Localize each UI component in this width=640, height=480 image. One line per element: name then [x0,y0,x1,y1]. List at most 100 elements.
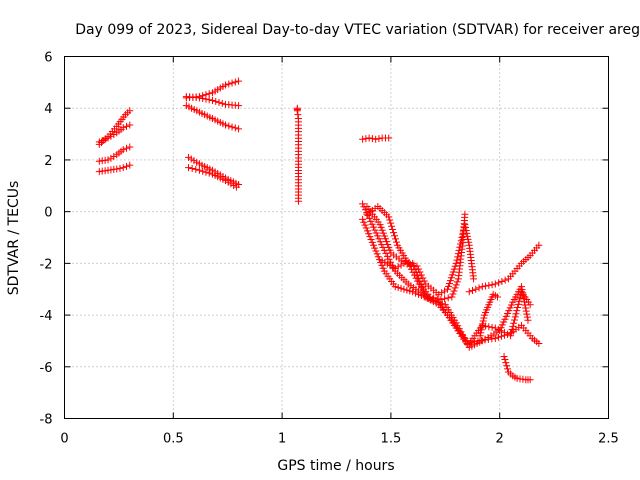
data-point [421,290,429,298]
data-point [515,297,523,305]
data-point [443,285,451,293]
data-point [387,219,395,227]
data-point [205,96,213,104]
data-point [462,226,470,234]
data-point [479,317,487,325]
data-point [416,268,424,276]
data-point [444,294,452,302]
data-point [359,215,367,223]
data-point [384,240,392,248]
data-point [464,235,472,243]
data-point [510,316,518,324]
data-point [386,216,394,224]
data-point [420,277,428,285]
data-point [361,206,369,214]
data-point [487,332,495,340]
data-point [513,307,521,315]
series-seg10 [293,104,302,205]
data-point [235,125,243,133]
data-points [95,77,543,384]
data-point [222,81,230,89]
data-point [445,279,453,287]
x-tick-labels: 0 0.5 1 1.5 2 2.5 [60,432,618,447]
data-point [397,261,405,269]
data-point [195,166,203,174]
data-point [507,329,515,337]
data-point [452,259,460,267]
data-point [441,287,449,295]
data-point [488,335,496,343]
data-point [205,90,213,98]
data-point [522,304,530,312]
data-point [391,265,399,273]
y-tick-label: 0 [44,206,52,221]
data-point [500,352,508,360]
data-point [472,285,480,293]
data-point [381,235,389,243]
data-point [368,220,376,228]
series-seg16 [378,221,478,298]
data-point [508,325,516,333]
data-point [414,265,422,273]
y-axis-label: SDTVAR / TECUs [6,181,22,296]
data-point [411,265,419,273]
data-point [417,281,425,289]
data-point [457,237,465,245]
data-point [386,246,394,254]
data-point [413,262,421,270]
y-tick-label: -4 [40,309,53,324]
series-seg03 [95,143,134,165]
data-point [232,183,240,191]
data-point [362,224,370,232]
data-point [362,135,370,143]
data-point [367,217,375,225]
series-seg19 [500,352,534,384]
data-point [498,277,506,285]
data-point [476,332,484,340]
data-point [126,107,134,115]
data-point [500,318,508,326]
data-point [397,284,405,292]
data-point [218,99,226,107]
data-point [470,275,478,283]
data-point [400,259,408,267]
data-point [212,97,220,105]
data-point [208,96,216,104]
data-point [418,284,426,292]
data-point [477,336,485,344]
grid-lines [64,56,609,419]
data-point [504,365,512,373]
data-point [394,263,402,271]
data-point [494,333,502,341]
data-point [126,161,134,169]
data-point [465,238,473,246]
data-point [379,229,387,237]
data-point [461,221,469,229]
data-point [415,275,423,283]
data-point [437,296,445,304]
data-point [502,359,510,367]
data-point [394,283,402,291]
data-point [192,165,200,173]
data-point [294,111,302,119]
data-point [419,287,427,295]
series-seg06 [182,93,243,110]
data-point [98,137,106,145]
data-point [363,227,371,235]
data-point [450,265,458,273]
data-point [458,234,466,241]
data-point [456,243,464,251]
data-point [380,232,388,240]
data-point [454,253,462,261]
data-point [383,238,391,246]
data-point [294,197,302,205]
data-point [494,326,502,334]
data-point [215,98,223,106]
data-point [366,233,374,241]
data-point [454,250,462,258]
data-point [480,314,488,322]
data-point [526,301,534,309]
data-point [478,337,486,345]
data-point [412,269,420,277]
